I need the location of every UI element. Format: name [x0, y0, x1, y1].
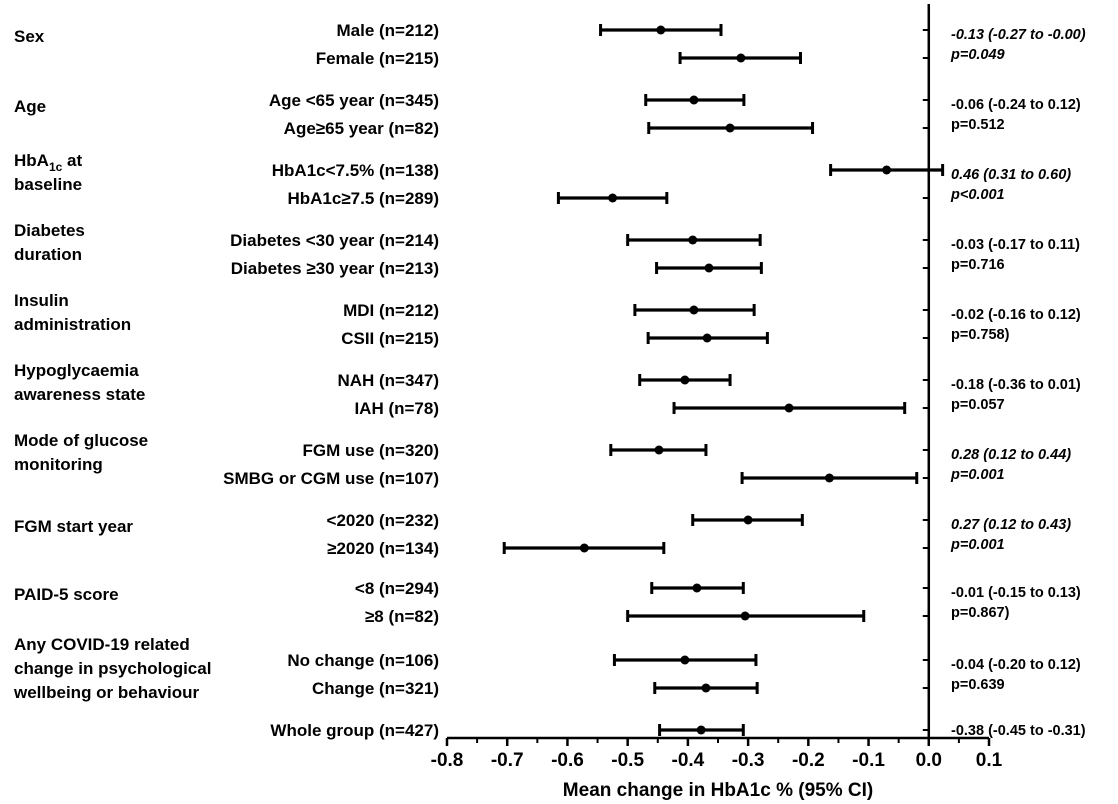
group-stat: -0.06 (-0.24 to 0.12) p=0.512 — [951, 97, 1081, 133]
row-label: MDI (n=212) — [343, 301, 439, 320]
mean-point — [725, 123, 735, 133]
group-stat: -0.38 (-0.45 to -0.31) — [951, 723, 1086, 739]
mean-point — [656, 25, 666, 35]
row-label: No change (n=106) — [287, 651, 439, 670]
group-label: Sex — [14, 27, 45, 46]
x-tick-label: -0.8 — [431, 750, 464, 771]
row-label: HbA1c≥7.5 (n=289) — [287, 189, 439, 208]
row-label: NAH (n=347) — [337, 371, 439, 390]
row-label: Whole group (n=427) — [270, 721, 439, 740]
group-label: Hypoglycaemia awareness state — [14, 361, 145, 404]
x-axis: -0.8 -0.7 -0.6 -0.5 -0.4 -0.3 -0.2 -0.1 0.0 0.1 — [431, 736, 1003, 771]
x-tick-label: 0.0 — [916, 750, 942, 771]
group-stat: -0.18 (-0.36 to 0.01) p=0.057 — [951, 377, 1081, 413]
row-label: FGM use (n=320) — [302, 441, 439, 460]
x-axis-label: Mean change in HbA1c % (95% CI) — [563, 780, 873, 801]
mean-point — [688, 235, 698, 245]
row-label: Female (n=215) — [316, 49, 439, 68]
row-label: Age <65 year (n=345) — [269, 91, 439, 110]
group-label: Mode of glucose monitoring — [14, 431, 148, 474]
row-label: HbA1c<7.5% (n=138) — [272, 161, 439, 180]
group-label: Diabetes duration — [14, 221, 85, 264]
mean-point — [696, 725, 706, 735]
mean-point — [882, 165, 892, 175]
mean-point — [689, 95, 699, 105]
group-stat: -0.01 (-0.15 to 0.13) p=0.867) — [951, 585, 1081, 621]
group-label: HbA1c at baseline — [14, 151, 82, 194]
row-label: Change (n=321) — [312, 679, 439, 698]
group-label: Any COVID-19 related change in psychologi… — [13, 635, 211, 702]
x-tick-label: -0.7 — [491, 750, 524, 771]
mean-point — [579, 543, 589, 553]
group-stat: -0.04 (-0.20 to 0.12) p=0.639 — [951, 657, 1081, 693]
x-tick-label: -0.5 — [611, 750, 644, 771]
row-label: Diabetes ≥30 year (n=213) — [231, 259, 439, 278]
row-label: Age≥65 year (n=82) — [284, 119, 439, 138]
group-stat: -0.03 (-0.17 to 0.11) p=0.716 — [951, 237, 1080, 273]
group-label: Age — [14, 97, 46, 116]
mean-point — [692, 583, 702, 593]
group-stat: 0.46 (0.31 to 0.60) p<0.001 — [950, 167, 1071, 203]
row-label: ≥8 (n=82) — [365, 607, 439, 626]
mean-point — [608, 193, 618, 203]
mean-point — [704, 263, 714, 273]
mean-point — [740, 611, 750, 621]
row-label: CSII (n=215) — [341, 329, 439, 348]
stat-labels: -0.13 (-0.27 to -0.00) p=0.049 -0.06 (-0.2… — [950, 27, 1086, 739]
x-tick-label: -0.4 — [672, 750, 705, 771]
row-label: ≥2020 (n=134) — [327, 539, 439, 558]
x-tick-label: 0.1 — [976, 750, 1003, 771]
group-label: FGM start year — [14, 517, 133, 536]
mean-point — [743, 515, 753, 525]
group-stat: 0.27 (0.12 to 0.43) p=0.001 — [950, 517, 1071, 553]
row-label: IAH (n=78) — [354, 399, 439, 418]
plot-area — [502, 4, 945, 738]
row-label: <2020 (n=232) — [327, 511, 439, 530]
x-tick-label: -0.6 — [551, 750, 584, 771]
group-stat: -0.02 (-0.16 to 0.12) p=0.758) — [951, 307, 1081, 343]
row-label: Diabetes <30 year (n=214) — [230, 231, 439, 250]
row-label: SMBG or CGM use (n=107) — [223, 469, 439, 488]
x-tick-label: -0.2 — [792, 750, 825, 771]
mean-point — [736, 53, 746, 63]
mean-point — [689, 305, 699, 315]
mean-point — [654, 445, 664, 455]
group-stat: 0.28 (0.12 to 0.44) p=0.001 — [950, 447, 1071, 483]
mean-point — [680, 375, 690, 385]
group-label: PAID-5 score — [14, 585, 119, 604]
group-labels: Sex Age HbA1c at baseline Diabetes duration In… — [13, 27, 211, 702]
row-label: <8 (n=294) — [355, 579, 439, 598]
group-stat: -0.13 (-0.27 to -0.00) p=0.049 — [950, 27, 1086, 63]
x-tick-label: -0.1 — [852, 750, 885, 771]
mean-point — [680, 655, 690, 665]
row-labels: Male (n=212) Female (n=215) Age <65 year (… — [223, 21, 439, 740]
x-tick-label: -0.3 — [732, 750, 765, 771]
mean-point — [701, 683, 711, 693]
row-label: Male (n=212) — [336, 21, 439, 40]
mean-point — [702, 333, 712, 343]
mean-point — [824, 473, 834, 483]
group-label: Insulin administration — [14, 291, 131, 334]
mean-point — [784, 403, 794, 413]
